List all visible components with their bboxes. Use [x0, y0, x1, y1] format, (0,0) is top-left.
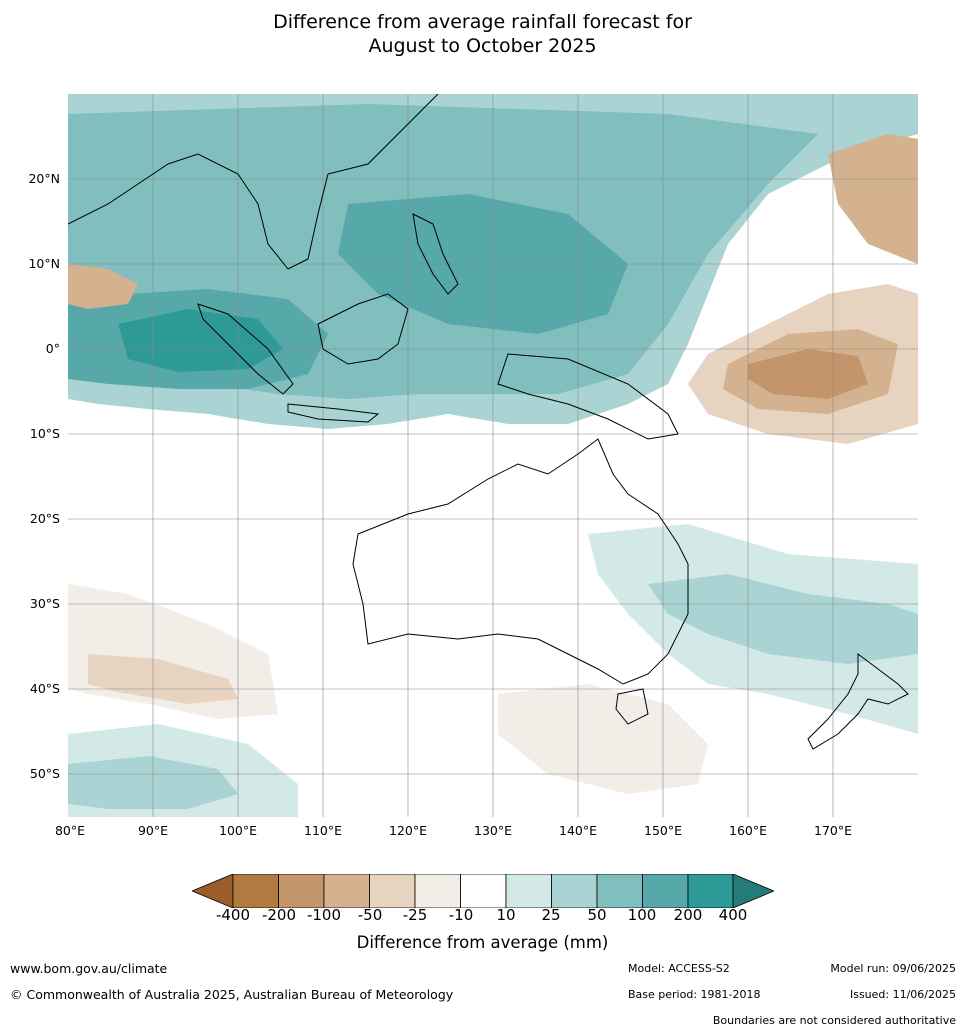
australia-coastline — [352, 438, 689, 685]
wetter-regions — [68, 94, 918, 817]
colorbar — [190, 873, 776, 909]
colorbar-tick: -400 — [215, 906, 251, 924]
colorbar-segment-1 — [232, 873, 279, 909]
lat-label-30s: 30°S — [29, 596, 60, 611]
lon-label-90e: 90°E — [137, 823, 169, 838]
wet-region-southeast-core — [648, 574, 918, 664]
philippines-coastline — [412, 213, 459, 295]
footer-disclaimer: Boundaries are not considered authoritat… — [712, 1014, 956, 1027]
lon-label-120e: 120°E — [388, 823, 428, 838]
colorbar-segment-8 — [551, 873, 598, 909]
colorbar-tick: 10 — [496, 906, 516, 924]
lon-label-110e: 110°E — [303, 823, 343, 838]
dry-region-tasman — [498, 684, 708, 794]
footer-model-run: Model run: 09/06/2025 — [830, 962, 956, 975]
colorbar-min-arrow — [190, 873, 234, 909]
sumatra-coastline — [197, 303, 294, 395]
colorbar-segment-4 — [369, 873, 416, 909]
lat-label-0: 0° — [45, 341, 60, 356]
colorbar-segment-3 — [323, 873, 370, 909]
title-line-2: August to October 2025 — [368, 35, 597, 57]
colorbar-svg — [190, 873, 776, 909]
colorbar-tick: 100 — [627, 906, 657, 924]
colorbar-segment-7 — [505, 873, 552, 909]
colorbar-tick: -50 — [357, 906, 383, 924]
dry-region-bay — [68, 264, 138, 309]
lon-label-170e: 170°E — [813, 823, 853, 838]
map-title: Difference from average rainfall forecas… — [0, 10, 965, 58]
colorbar-tick: -200 — [261, 906, 297, 924]
rainfall-map — [68, 94, 918, 817]
lon-label-150e: 150°E — [643, 823, 683, 838]
colorbar-label: Difference from average (mm) — [356, 933, 609, 952]
lon-label-160e: 160°E — [728, 823, 768, 838]
colorbar-tick: 200 — [673, 906, 703, 924]
wet-region-indian-ocean-core — [118, 309, 283, 372]
footer-model: Model: ACCESS-S2 — [628, 962, 730, 975]
lon-label-100e: 100°E — [218, 823, 258, 838]
map-canvas — [68, 94, 918, 817]
colorbar-segment-6 — [460, 873, 507, 909]
drier-regions — [68, 134, 918, 794]
java-coastline — [287, 403, 380, 423]
lon-label-80e: 80°E — [54, 823, 86, 838]
new-zealand-coastline — [807, 653, 909, 750]
new-guinea-coastline — [497, 353, 679, 440]
lat-label-20n: 20°N — [28, 171, 60, 186]
footer-base-period: Base period: 1981-2018 — [628, 988, 761, 1001]
gridlines — [68, 94, 918, 817]
colorbar-segment-9 — [596, 873, 643, 909]
footer-url[interactable]: www.bom.gov.au/climate — [10, 961, 168, 976]
lat-label-50s: 50°S — [29, 766, 60, 781]
asia-coastline — [68, 94, 439, 270]
dry-region-indian-south-core — [88, 654, 238, 704]
colorbar-tick: 400 — [718, 906, 748, 924]
dry-region-pacific-core — [748, 349, 868, 399]
colorbar-segment-2 — [278, 873, 325, 909]
lon-label-130e: 130°E — [473, 823, 513, 838]
lat-label-20s: 20°S — [29, 511, 60, 526]
colorbar-segment-5 — [414, 873, 461, 909]
coastlines — [68, 94, 909, 750]
colorbar-tick: 25 — [541, 906, 561, 924]
lat-label-10s: 10°S — [29, 426, 60, 441]
lon-label-140e: 140°E — [558, 823, 598, 838]
title-line-1: Difference from average rainfall forecas… — [273, 11, 692, 33]
footer-copyright: © Commonwealth of Australia 2025, Austra… — [10, 987, 454, 1002]
colorbar-tick: -25 — [402, 906, 428, 924]
dry-region-north-pacific — [828, 134, 918, 264]
colorbar-tick: -10 — [448, 906, 474, 924]
colorbar-segment-10 — [642, 873, 689, 909]
colorbar-max-arrow — [732, 873, 776, 909]
colorbar-segment-11 — [687, 873, 734, 909]
footer-issued: Issued: 11/06/2025 — [849, 988, 956, 1001]
colorbar-tick: 50 — [587, 906, 607, 924]
tasmania-coastline — [615, 688, 649, 725]
lat-label-10n: 10°N — [28, 256, 60, 271]
colorbar-tick: -100 — [306, 906, 342, 924]
lat-label-40s: 40°S — [29, 681, 60, 696]
borneo-coastline — [317, 293, 409, 365]
